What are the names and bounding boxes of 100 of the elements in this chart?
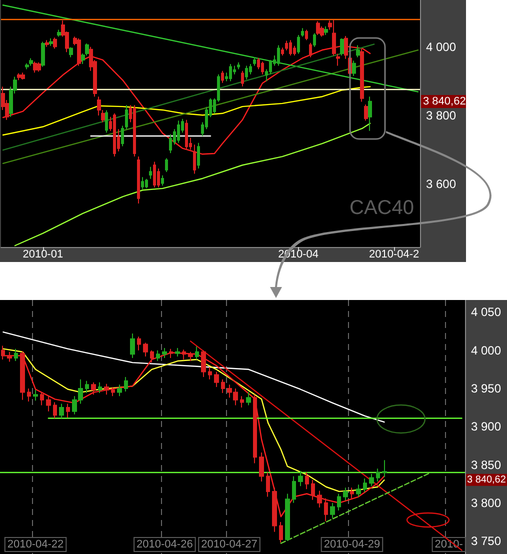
candlestick (309, 42, 312, 58)
ref-line-label: 3 840,62 (467, 474, 506, 486)
candlestick (137, 336, 141, 351)
candlestick (301, 28, 304, 38)
line-series (2, 348, 385, 492)
candlestick (324, 26, 328, 36)
y-tick-label: 3 950 (471, 381, 502, 396)
candlestick (382, 460, 387, 478)
candlestick (49, 38, 53, 46)
candlestick (133, 104, 136, 158)
candlestick (7, 351, 12, 362)
candlestick (33, 61, 37, 74)
candlestick (368, 96, 372, 132)
y-tick-label: 4 050 (471, 305, 502, 320)
candlestick (98, 382, 102, 394)
y-tick-label: 3 850 (471, 458, 502, 472)
candlestick (266, 472, 270, 498)
candlestick (237, 62, 240, 70)
candlestick (369, 473, 374, 487)
candlestick (277, 44, 280, 66)
candlestick (77, 38, 81, 66)
candlestick (153, 161, 156, 188)
y-tick-label: 3 900 (471, 420, 502, 434)
annotation: CAC40 (350, 197, 414, 219)
candlestick (124, 376, 128, 392)
candlestick (324, 498, 328, 522)
candlestick (121, 125, 124, 147)
candlestick (137, 156, 140, 204)
candlestick (162, 348, 167, 358)
candlestick (336, 53, 340, 66)
candlestick (182, 349, 186, 360)
candlestick (297, 34, 300, 54)
candlestick (53, 402, 57, 419)
candlestick (175, 348, 180, 357)
candlestick (69, 46, 73, 58)
candlestick (40, 392, 44, 406)
y-tick-label: 3 750 (471, 534, 502, 548)
candlestick (105, 110, 108, 134)
candlestick (201, 350, 206, 378)
candlestick (298, 470, 303, 487)
candlestick (337, 493, 341, 512)
candlestick (150, 350, 154, 364)
candlestick (221, 378, 225, 394)
y-tick-label: 3 600 (426, 176, 456, 191)
candlestick (161, 174, 164, 186)
x-tick-label: 2010-04-27 (201, 538, 258, 550)
x-tick-label: 2010-04-22 (7, 538, 64, 550)
candlestick (376, 468, 380, 482)
candlestick (185, 119, 188, 150)
candlestick (360, 48, 364, 102)
candlestick (246, 392, 251, 406)
line-series (2, 352, 385, 518)
candlestick (33, 390, 38, 402)
candlestick (285, 493, 290, 542)
candlestick (66, 403, 70, 418)
candlestick (279, 521, 283, 544)
x-tick-label: 2010-04-29 (324, 538, 380, 550)
candlestick (272, 487, 277, 532)
y-tick-label: 4 000 (471, 343, 502, 358)
candlestick (156, 350, 160, 362)
candlestick (141, 176, 144, 190)
candlestick (214, 371, 219, 388)
candlestick (20, 350, 25, 400)
candlestick (340, 38, 344, 56)
candlestick (169, 348, 173, 358)
x-tick-label: 2010-04 (278, 248, 318, 260)
candlestick (14, 348, 18, 362)
candlestick (130, 333, 135, 358)
y-tick-label: 3 800 (471, 496, 502, 510)
text: 3 840,62 (423, 96, 466, 108)
x-tick-label: 2010-04-2 (368, 248, 420, 260)
candlestick (1, 345, 5, 360)
candlestick (53, 37, 57, 50)
candlestick (17, 72, 21, 81)
x-tick-label: 2010-04-26 (136, 538, 193, 550)
candlestick (104, 383, 109, 396)
candlestick (352, 60, 356, 77)
candlestick (165, 158, 168, 172)
candlestick (330, 502, 335, 519)
candlestick (117, 384, 122, 397)
candlestick (332, 19, 336, 56)
candlestick (229, 64, 232, 82)
candlestick (316, 20, 320, 36)
candlestick (149, 166, 152, 180)
candlestick (240, 396, 244, 408)
candlestick (27, 388, 31, 402)
candlestick (245, 65, 248, 80)
candlestick (177, 120, 180, 144)
candlestick (344, 35, 348, 60)
candlestick (259, 452, 264, 482)
candlestick (111, 386, 115, 397)
candlestick (195, 346, 199, 360)
candlestick (289, 40, 292, 56)
candlestick (253, 56, 256, 66)
candlestick (313, 32, 316, 48)
candlestick (292, 476, 296, 504)
candlestick (197, 142, 200, 170)
candlestick (57, 29, 61, 38)
candlestick (125, 104, 128, 130)
line-series (2, 86, 371, 136)
